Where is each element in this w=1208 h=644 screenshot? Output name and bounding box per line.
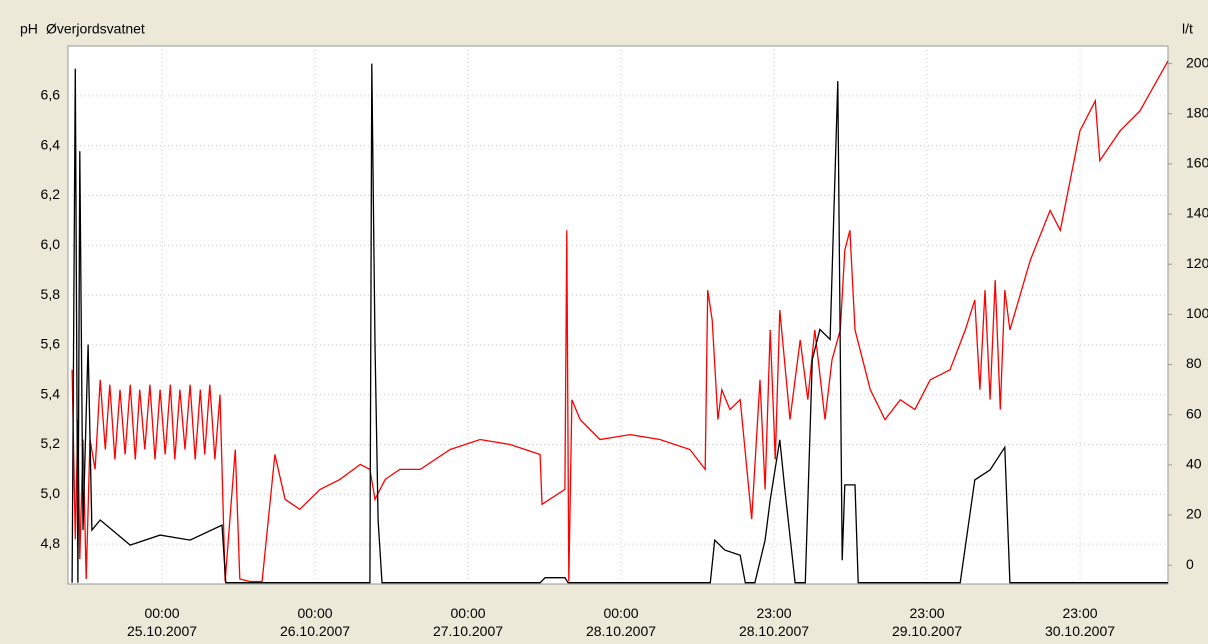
series-line xyxy=(71,63,1168,584)
x-tick-label: 23:00 29.10.2007 xyxy=(891,605,963,639)
y-tick-label: 5,0 xyxy=(41,485,61,501)
y-tick-label: 5,8 xyxy=(41,286,61,302)
x-tick-label: 00:00 27.10.2007 xyxy=(432,605,504,639)
y-tick-label: 6,4 xyxy=(41,136,61,152)
series-line xyxy=(71,60,1169,583)
x-tick-label: 23:00 30.10.2007 xyxy=(1044,605,1116,639)
x-tick-label: 00:00 25.10.2007 xyxy=(126,605,198,639)
chart-title: Øverjordsvatnet xyxy=(46,21,145,37)
y2-tick-label: 180 xyxy=(1186,104,1208,120)
y2-tick-label: 40 xyxy=(1186,456,1202,472)
y2-axis-label: l/t xyxy=(1182,21,1193,37)
y-tick-label: 5,2 xyxy=(41,435,61,451)
y2-tick-label: 100 xyxy=(1186,305,1208,321)
x-tick-label: 23:00 28.10.2007 xyxy=(738,605,810,639)
y2-tick-label: 160 xyxy=(1186,155,1208,171)
y2-tick-label: 140 xyxy=(1186,205,1208,221)
plot-area xyxy=(67,45,1169,585)
y2-tick-label: 80 xyxy=(1186,355,1202,371)
y-tick-label: 6,6 xyxy=(41,87,61,103)
y2-tick-label: 0 xyxy=(1186,556,1194,572)
y2-tick-label: 120 xyxy=(1186,255,1208,271)
y-tick-label: 6,2 xyxy=(41,186,61,202)
x-tick-label: 00:00 26.10.2007 xyxy=(279,605,351,639)
x-tick-label: 00:00 28.10.2007 xyxy=(585,605,657,639)
y2-tick-label: 60 xyxy=(1186,405,1202,421)
y-axis-label: pH xyxy=(20,21,38,37)
y2-tick-label: 200 xyxy=(1186,54,1208,70)
y-tick-label: 4,8 xyxy=(41,535,61,551)
y-tick-label: 5,6 xyxy=(41,336,61,352)
y-tick-label: 5,4 xyxy=(41,385,61,401)
y-tick-label: 6,0 xyxy=(41,236,61,252)
y2-tick-label: 20 xyxy=(1186,506,1202,522)
